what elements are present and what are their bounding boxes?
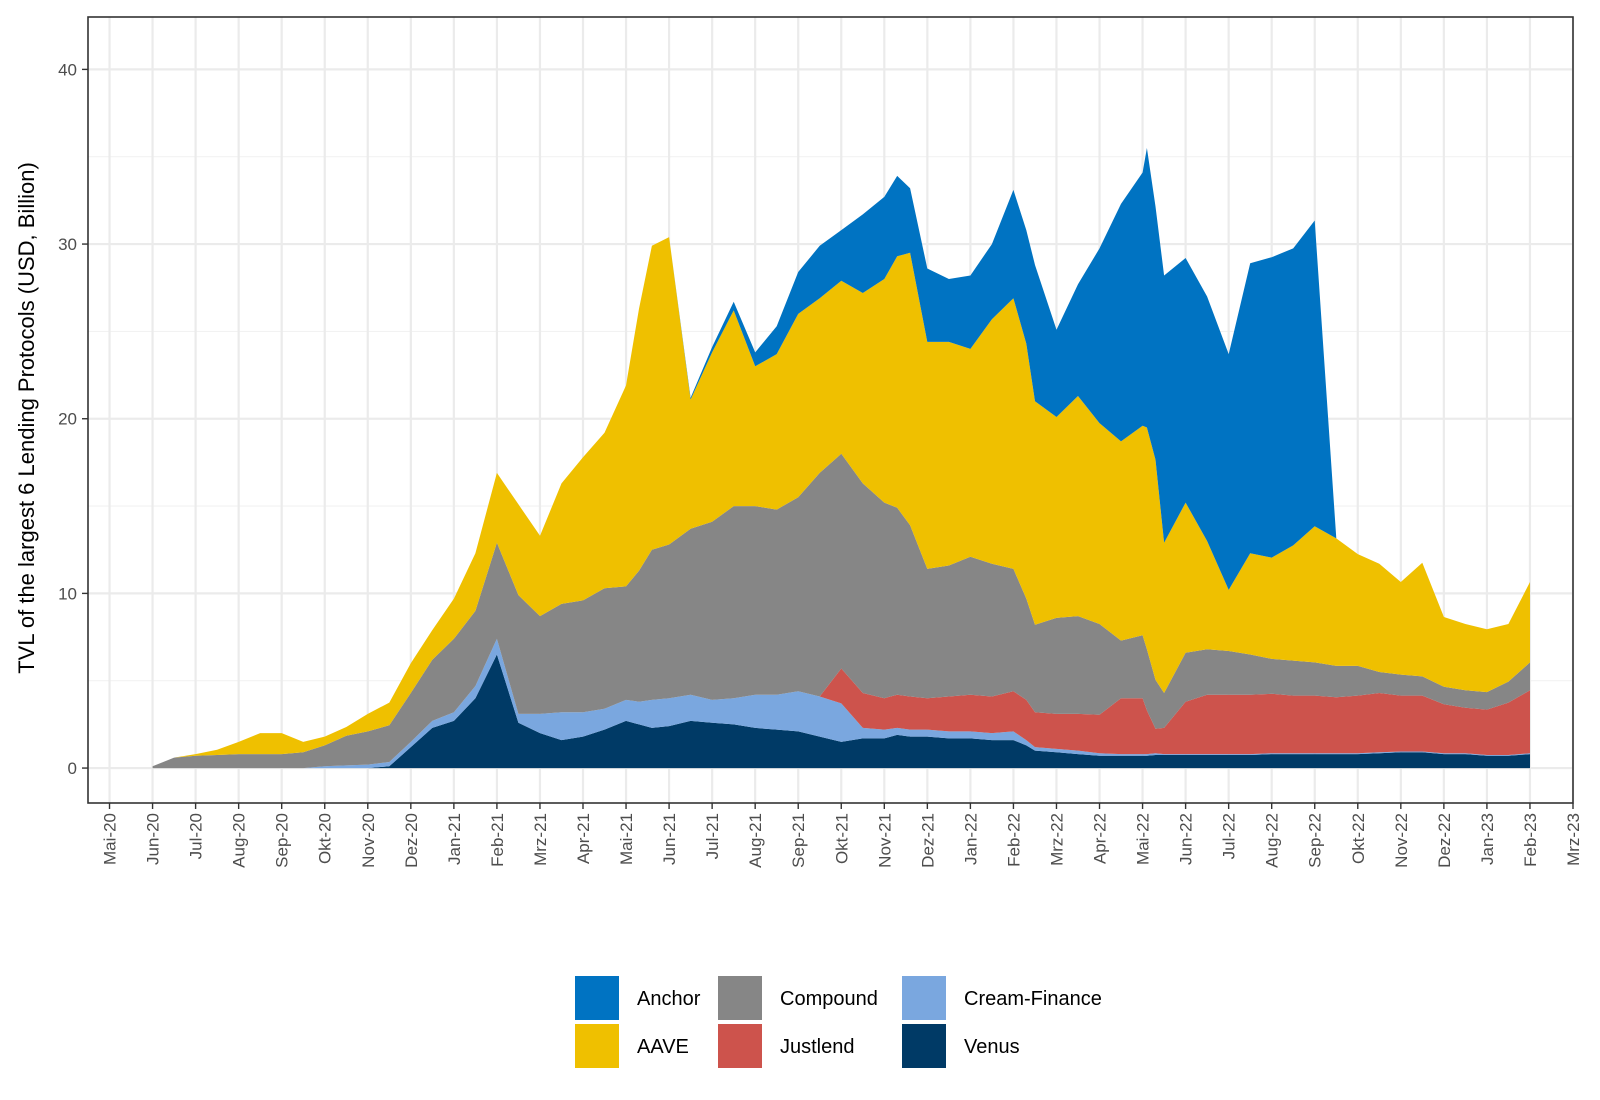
legend-label: Anchor — [637, 988, 701, 1010]
x-tick-label: Apr-22 — [1091, 813, 1110, 864]
x-tick-label: Aug-20 — [230, 813, 249, 868]
legend-swatch — [575, 1024, 619, 1068]
y-tick-label: 20 — [58, 410, 77, 429]
x-tick-label: Jan-21 — [445, 813, 464, 865]
area-cream-finance — [152, 638, 1531, 769]
x-tick-label: Mai-20 — [101, 813, 120, 865]
x-tick-label: Dez-20 — [402, 813, 421, 868]
legend-label: Venus — [964, 1036, 1020, 1058]
x-tick-label: Nov-20 — [359, 813, 378, 868]
area-justlend — [152, 638, 1531, 769]
x-tick-label: Jun-21 — [660, 813, 679, 865]
x-tick-label: Apr-21 — [574, 813, 593, 864]
x-tick-label: Sep-20 — [273, 813, 292, 868]
legend-swatch — [718, 1024, 762, 1068]
y-tick-label: 0 — [68, 759, 77, 778]
x-tick-label: Okt-22 — [1349, 813, 1368, 864]
x-tick-label: Jan-22 — [961, 813, 980, 865]
y-axis: 0 10 20 30 40 — [58, 60, 88, 778]
legend-label: AAVE — [637, 1036, 689, 1058]
x-tick-label: Aug-22 — [1263, 813, 1282, 868]
x-tick-label: Okt-20 — [316, 813, 335, 864]
x-tick-label: Sep-22 — [1306, 813, 1325, 868]
y-tick-label: 10 — [58, 584, 77, 603]
x-tick-label: Dez-21 — [918, 813, 937, 868]
x-tick-label: Mai-21 — [617, 813, 636, 865]
x-tick-label: Jun-20 — [144, 813, 163, 865]
x-tick-label: Feb-22 — [1004, 813, 1023, 867]
x-tick-label: Jul-22 — [1220, 813, 1239, 859]
x-tick-label: Jun-22 — [1177, 813, 1196, 865]
x-tick-label: Okt-21 — [832, 813, 851, 864]
x-axis: Mai-20 Jun-20 Jul-20 Aug-20 Sep-20 Okt-20 Nov-… — [101, 803, 1583, 868]
x-tick-label: Nov-22 — [1392, 813, 1411, 868]
x-tick-label: Jul-21 — [703, 813, 722, 859]
area-anchor — [152, 148, 1531, 767]
x-tick-label: Jul-20 — [187, 813, 206, 859]
x-tick-label: Sep-21 — [789, 813, 808, 868]
legend-label: Justlend — [780, 1036, 855, 1058]
stacked-areas — [152, 148, 1531, 769]
area-compound — [152, 453, 1531, 769]
x-tick-label: Mrz-23 — [1564, 813, 1583, 866]
x-tick-label: Mrz-22 — [1047, 813, 1066, 866]
panel-border — [87, 16, 1574, 804]
x-tick-label: Feb-21 — [488, 813, 507, 867]
y-tick-label: 40 — [58, 60, 77, 79]
x-tick-label: Aug-21 — [746, 813, 765, 868]
legend-swatch — [718, 976, 762, 1020]
area-venus — [152, 654, 1531, 769]
legend-swatch — [575, 976, 619, 1020]
x-tick-label: Dez-22 — [1435, 813, 1454, 868]
y-axis-title: TVL of the largest 6 Lending Protocols (… — [14, 162, 39, 674]
y-tick-label: 30 — [58, 235, 77, 254]
legend-swatch — [902, 1024, 946, 1068]
legend: Anchor AAVE Compound Justlend Cream-Finance V… — [575, 976, 1102, 1068]
legend-swatch — [902, 976, 946, 1020]
x-tick-label: Jan-23 — [1478, 813, 1497, 865]
x-tick-label: Feb-23 — [1521, 813, 1540, 867]
x-tick-label: Mrz-21 — [531, 813, 550, 866]
legend-label: Compound — [780, 988, 878, 1010]
x-tick-label: Mai-22 — [1134, 813, 1153, 865]
x-tick-label: Nov-21 — [875, 813, 894, 868]
legend-label: Cream-Finance — [964, 988, 1102, 1010]
area-aave — [152, 237, 1531, 767]
